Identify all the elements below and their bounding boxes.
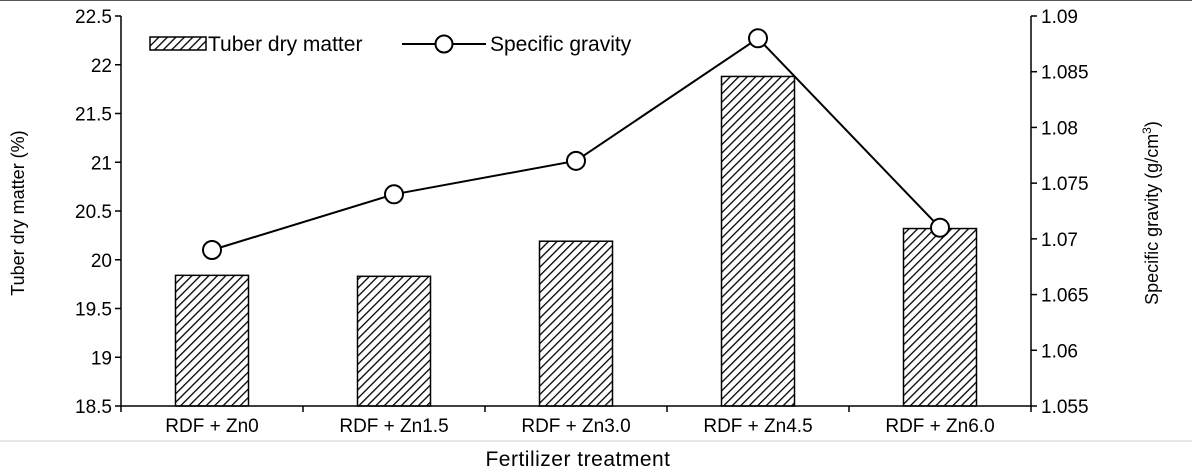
x-tick-label: RDF + Zn4.5 [703, 416, 812, 437]
y-left-tick-label: 20 [91, 251, 112, 272]
y-left-tick-label: 20.5 [75, 202, 112, 223]
x-tick-label: RDF + Zn6.0 [885, 416, 994, 437]
bar-5 [902, 227, 978, 407]
x-axis-title: Fertilizer treatment [485, 448, 670, 471]
bar-1 [174, 274, 250, 407]
y-left-tick-label: 21.5 [75, 105, 112, 126]
bar-4 [720, 75, 796, 407]
specific-gravity-line [211, 36, 941, 251]
x-tick-label: RDF + Zn3.0 [521, 416, 630, 437]
bar-2 [356, 275, 432, 407]
specific-gravity-point-2 [384, 184, 404, 205]
legend-line-marker [434, 34, 454, 54]
legend-label-bar: Tuber dry matter [208, 33, 362, 56]
legend: Tuber dry matter Specific gravity [149, 33, 632, 56]
x-tick-label: RDF + Zn1.5 [339, 416, 448, 437]
y-right-tick-label: 1.075 [1041, 174, 1089, 195]
specific-gravity-point-5 [930, 217, 950, 238]
x-tick-label: RDF + Zn0 [165, 416, 258, 437]
y-left-tick-label: 19.5 [75, 300, 112, 321]
y-axis-right-title: Specific gravity (g/cm3) [1140, 121, 1162, 305]
y-left-tick-label: 21 [91, 153, 112, 174]
y-right-tick-label: 1.065 [1041, 286, 1089, 307]
y-left-tick-label: 18.5 [75, 397, 112, 418]
bar-3 [538, 240, 614, 407]
y-right-tick-label: 1.09 [1041, 7, 1078, 28]
y-right-tick-label: 1.055 [1041, 397, 1089, 418]
y-left-tick-label: 19 [91, 348, 112, 369]
y-right-tick-label: 1.06 [1041, 341, 1078, 362]
y-right-tick-label: 1.08 [1041, 118, 1078, 139]
y-left-tick-label: 22 [91, 56, 112, 77]
specific-gravity-point-4 [748, 28, 768, 49]
y-left-tick-label: 22.5 [75, 7, 112, 28]
legend-bar-swatch [149, 36, 207, 51]
legend-label-line: Specific gravity [490, 33, 632, 56]
y-axis-left-title: Tuber dry matter (%) [8, 130, 28, 295]
y-right-tick-label: 1.07 [1041, 230, 1078, 251]
specific-gravity-point-1 [202, 240, 222, 260]
specific-gravity-point-3 [566, 150, 586, 171]
y-right-tick-label: 1.085 [1041, 63, 1089, 84]
